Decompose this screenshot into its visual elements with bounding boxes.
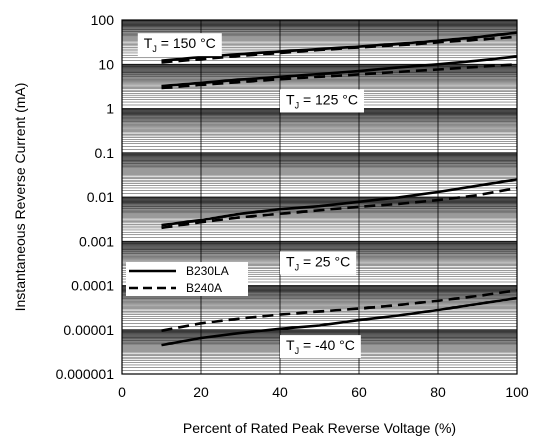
annotation-layer: TJ = 150 °C TJ = 125 °C TJ = 25 °C TJ = -40… [137,33,364,359]
y-tick-labels: 0.000001 0.00001 0.0001 0.001 0.01 0.1 1 10 100 [56,12,115,382]
temperature-label: TJ = 25 °C [286,253,350,272]
series-line-b240a-5 [161,186,518,230]
legend-label-b240a: B240A [186,281,222,295]
legend-box [126,262,248,296]
series-line-b240a-3 [161,63,518,90]
x-tick-labels: 0 20 40 60 80 100 [118,384,529,400]
y-tick-label: 1 [106,101,114,117]
y-tick-label: 100 [91,12,115,28]
series-line-b240a-7 [161,289,518,332]
x-tick-label: 40 [272,384,288,400]
y-tick-label: 0.0001 [71,278,114,294]
temperature-label-background [280,335,361,359]
temperature-label-background [137,33,222,57]
x-tick-label: 80 [430,384,446,400]
x-axis-title: Percent of Rated Peak Reverse Voltage (%… [183,420,456,436]
plot-frame [121,19,518,375]
series-line-b230la-2 [161,55,518,88]
temperature-label: TJ = 125 °C [286,91,358,110]
y-tick-label: 0.00001 [63,322,114,338]
temperature-label-background [280,251,357,275]
legend-label-b230la: B230LA [186,264,229,278]
x-tick-label: 0 [118,384,126,400]
x-tick-label: 100 [505,384,529,400]
series-layer [161,31,518,347]
y-tick-label: 0.01 [87,189,114,205]
series-line-b230la-6 [161,296,518,347]
y-tick-label: 0.000001 [56,366,115,382]
series-line-b240a-1 [161,35,518,64]
temperature-label: TJ = 150 °C [144,35,216,54]
x-tick-label: 20 [193,384,209,400]
temperature-label-background [280,89,364,113]
y-tick-label: 10 [98,56,114,72]
series-line-b230la-4 [161,178,518,227]
y-tick-label: 0.001 [79,233,114,249]
y-tick-label: 0.1 [95,145,115,161]
temperature-label: TJ = -40 °C [286,337,355,356]
legend: B230LA B240A [126,262,248,296]
x-tick-label: 60 [351,384,367,400]
y-axis-title: Instantaneous Reverse Current (mA) [12,83,28,312]
